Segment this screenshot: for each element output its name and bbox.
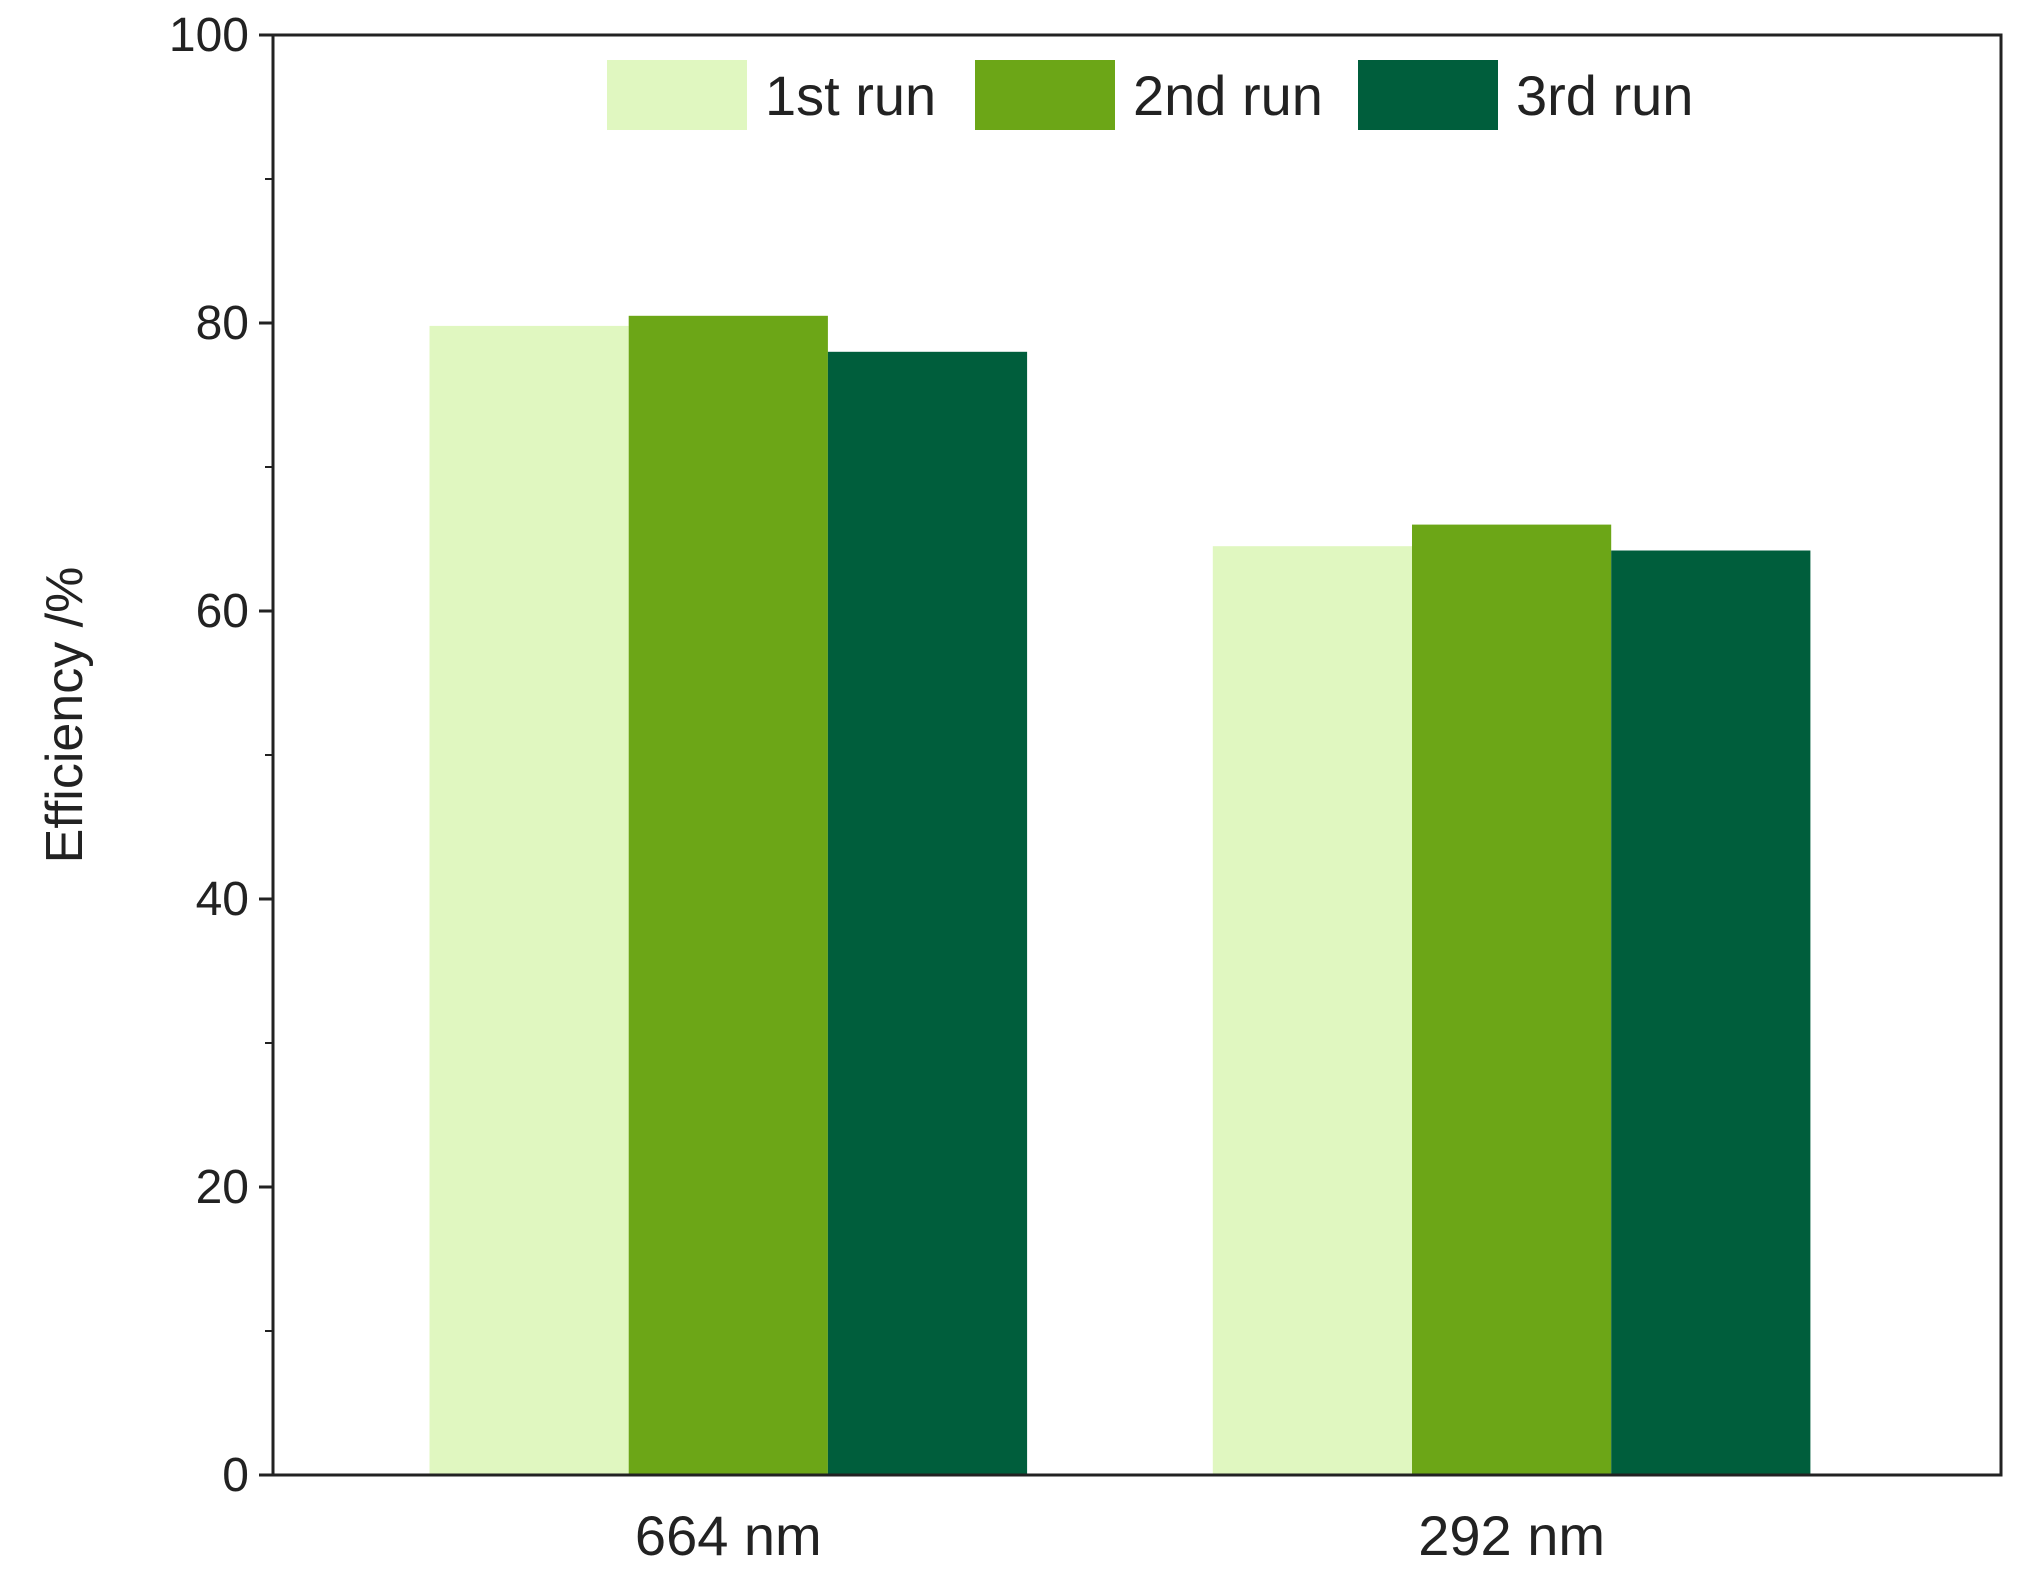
legend-label-2: 2nd run — [1133, 64, 1323, 127]
y-axis-title: Efficiency /% — [36, 567, 94, 864]
legend-swatch-1 — [607, 60, 747, 130]
y-tick-label: 100 — [169, 9, 249, 62]
y-tick-label: 40 — [196, 873, 249, 926]
y-axis-ticks: 0 20 40 60 80 100 — [169, 9, 273, 1502]
bar-2-2 — [1412, 524, 1612, 1475]
plot-frame — [271, 33, 2003, 1477]
y-tick-label: 20 — [196, 1161, 249, 1214]
legend: 1st run 2nd run 3rd run — [607, 60, 1693, 130]
bar-3-1 — [827, 351, 1028, 1475]
y-tick-label: 80 — [196, 297, 249, 350]
legend-label-1: 1st run — [765, 64, 936, 127]
x-category-label: 664 nm — [635, 1504, 822, 1567]
bar-1-2 — [1212, 546, 1412, 1475]
x-category-label: 292 nm — [1418, 1504, 1605, 1567]
legend-swatch-3 — [1358, 60, 1498, 130]
x-axis-categories: 664 nm 292 nm — [635, 1504, 1605, 1567]
bar-3-2 — [1611, 550, 1811, 1475]
bar-1-1 — [429, 325, 629, 1475]
y-tick-label: 60 — [196, 585, 249, 638]
bars-group — [429, 315, 1811, 1475]
bar-2-1 — [628, 315, 828, 1475]
legend-swatch-2 — [975, 60, 1115, 130]
y-tick-label: 0 — [222, 1449, 249, 1502]
legend-label-3: 3rd run — [1516, 64, 1693, 127]
